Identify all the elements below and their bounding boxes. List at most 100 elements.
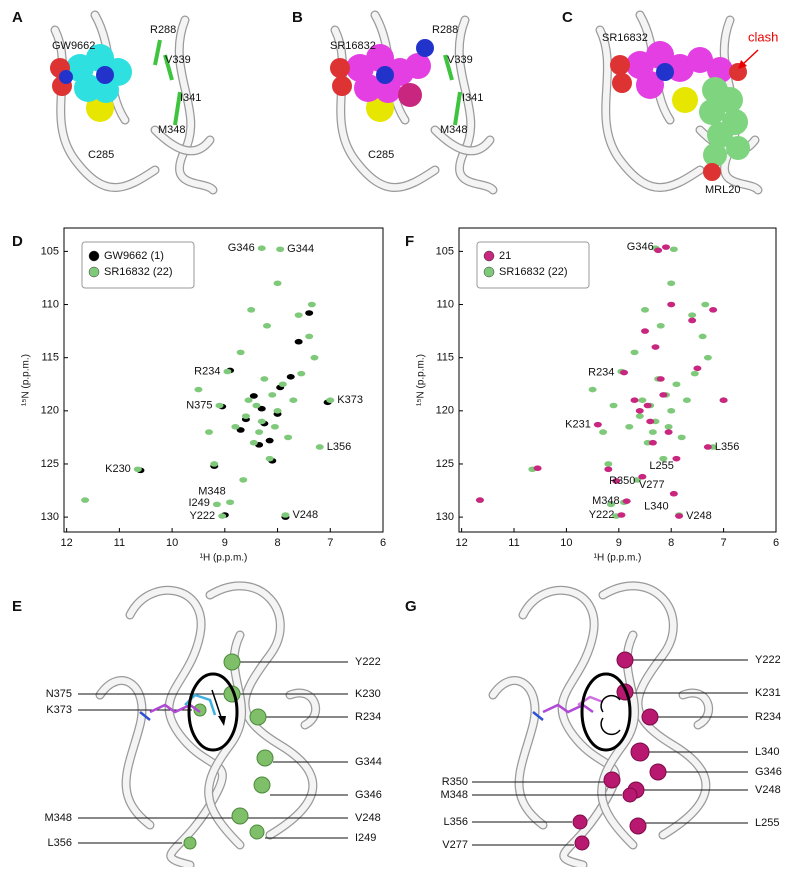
peak — [641, 307, 650, 313]
residue-label: K230 — [355, 688, 381, 700]
legend-box — [476, 241, 590, 289]
peak — [622, 498, 631, 504]
peak — [533, 465, 542, 472]
residue-label: M348 — [440, 789, 468, 801]
annotation: clash — [748, 29, 778, 44]
x-tick-label: 7 — [327, 537, 333, 549]
peak — [297, 370, 306, 377]
x-tick-label: 12 — [61, 537, 73, 549]
peak — [310, 354, 319, 361]
peak — [212, 501, 221, 508]
annotation: M348 — [158, 124, 186, 136]
structure-g — [472, 586, 748, 865]
peak — [656, 322, 665, 329]
peak — [648, 429, 657, 435]
y-tick-label: 110 — [41, 298, 59, 310]
legend-label: GW9662 (1) — [104, 250, 164, 262]
residue-label: G344 — [355, 756, 382, 768]
peak-label: Y222 — [589, 509, 615, 521]
peak — [265, 437, 274, 444]
peak-label: K231 — [565, 419, 591, 431]
peak — [588, 386, 597, 393]
x-axis-label: ¹H (p.p.m.) — [594, 553, 642, 564]
peak-label: Y222 — [189, 510, 215, 522]
peak — [709, 307, 718, 313]
peak — [273, 408, 282, 414]
peak — [617, 512, 626, 518]
peak-label: G346 — [228, 242, 255, 254]
panel-label: E — [12, 598, 22, 615]
peak — [307, 301, 316, 308]
peak — [690, 370, 699, 377]
spectrum-f: 12 11 10 9 8 7 6 105 110 115 120 125 130 ¹H (p.p.m.) ¹… — [416, 227, 779, 564]
peak — [236, 349, 245, 356]
peak — [326, 397, 335, 403]
peak — [294, 312, 303, 318]
peak-label: K373 — [337, 394, 363, 406]
peak — [638, 473, 647, 480]
annotation: SR16832 — [330, 40, 376, 52]
peak — [659, 392, 668, 398]
peak-label: R234 — [588, 366, 614, 378]
residue-label: R234 — [355, 711, 381, 723]
peak — [693, 365, 702, 372]
legend-label: SR16832 (22) — [499, 266, 568, 278]
peak-label: L356 — [327, 441, 351, 453]
x-tick-label: 12 — [455, 537, 467, 549]
residue-label: R350 — [442, 776, 468, 788]
peak — [630, 397, 639, 403]
peak-label: L356 — [715, 441, 739, 453]
peak — [625, 423, 634, 430]
peak-label: K230 — [105, 463, 131, 475]
legend-marker — [88, 250, 100, 262]
annotation: R288 — [432, 24, 458, 36]
y-tick-label: 115 — [41, 352, 59, 364]
peak — [701, 301, 710, 308]
y-axis-label: ¹⁵N (p.p.m.) — [416, 354, 427, 406]
y-axis-label: ¹⁵N (p.p.m.) — [21, 354, 32, 406]
peak — [305, 333, 314, 340]
peak — [194, 386, 203, 393]
annotation: R288 — [150, 24, 176, 36]
peak — [236, 427, 245, 433]
peak — [664, 429, 673, 435]
annotation: C285 — [88, 149, 114, 161]
peak — [315, 444, 324, 450]
residue-label: N375 — [46, 688, 72, 700]
peak — [667, 408, 676, 414]
peak — [664, 423, 673, 430]
legend-label: SR16832 (22) — [104, 266, 173, 278]
peak — [133, 466, 142, 473]
peak — [612, 478, 621, 484]
panel-label: F — [405, 233, 414, 250]
structure-a — [35, 10, 215, 198]
x-tick-label: 11 — [508, 537, 519, 549]
peak — [257, 405, 266, 412]
peak — [703, 354, 712, 361]
peak — [606, 501, 615, 508]
peak-label: N375 — [186, 399, 212, 411]
peak — [81, 497, 90, 503]
peak — [682, 397, 691, 403]
peak-label: V248 — [292, 509, 318, 521]
legend-marker — [88, 266, 100, 278]
peak — [633, 477, 642, 483]
residue-label: K373 — [46, 704, 72, 716]
peak — [698, 333, 707, 340]
peak — [252, 402, 261, 409]
x-tick-label: 10 — [166, 537, 178, 549]
x-tick-label: 10 — [560, 537, 572, 549]
peak — [669, 246, 678, 253]
peak — [667, 280, 676, 287]
y-tick-label: 110 — [436, 298, 454, 310]
residue-label: M348 — [44, 812, 72, 824]
peak — [284, 434, 293, 441]
peak — [593, 421, 602, 428]
peak — [257, 245, 266, 251]
residue-label: L356 — [48, 837, 72, 849]
peak — [599, 429, 608, 435]
residue-label: V248 — [755, 784, 781, 796]
y-tick-label: 125 — [41, 458, 59, 470]
x-axis-label: ¹H (p.p.m.) — [200, 553, 248, 564]
peak — [244, 397, 253, 403]
